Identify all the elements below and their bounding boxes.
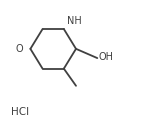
Text: OH: OH	[99, 52, 114, 62]
Text: NH: NH	[67, 16, 82, 26]
Text: HCl: HCl	[11, 107, 29, 117]
Text: O: O	[16, 44, 24, 54]
